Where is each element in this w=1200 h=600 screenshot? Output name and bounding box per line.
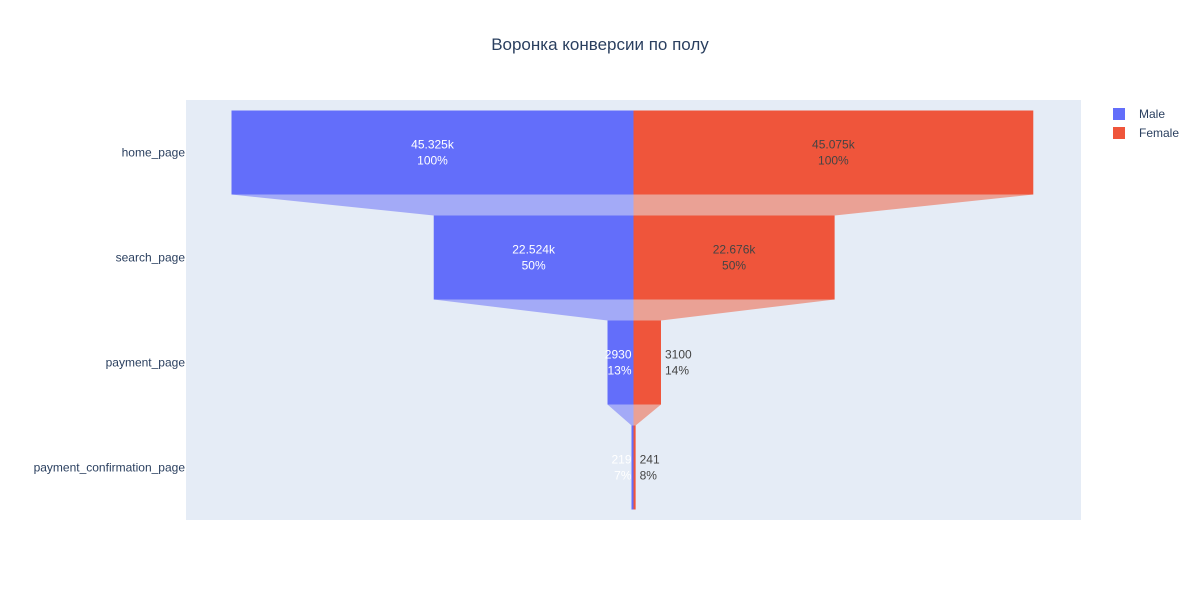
label-female-value-payment_page: 3100 (665, 348, 692, 362)
label-male-value-search_page: 22.524k (512, 243, 556, 257)
label-male-percent-payment_confirmation_page: 7% (614, 469, 632, 483)
labels-layer: 45.325k 100% 45.075k 100% 22.524k 50% 22.676k 5… (411, 138, 856, 483)
label-male-percent-payment_page: 13% (607, 364, 631, 378)
legend[interactable]: Male Female (1113, 107, 1179, 140)
label-male-percent-search_page: 50% (522, 259, 546, 273)
label-female-percent-search_page: 50% (722, 259, 746, 273)
legend-swatch-female[interactable] (1113, 127, 1125, 139)
connector-male-1 (433, 299, 634, 321)
y-tick-payment_confirmation_page: payment_confirmation_page (34, 461, 186, 475)
bar-male-home_page[interactable] (231, 110, 634, 195)
y-tick-home_page: home_page (122, 146, 186, 160)
bar-female-payment_confirmation_page[interactable] (633, 425, 636, 510)
bar-female-home_page[interactable] (633, 110, 1034, 195)
label-male-value-home_page: 45.325k (411, 138, 455, 152)
bar-female-search_page[interactable] (633, 215, 835, 300)
y-tick-payment_page: payment_page (106, 356, 186, 370)
connector-female-2 (633, 404, 661, 426)
label-female-value-search_page: 22.676k (713, 243, 757, 257)
label-male-value-payment_confirmation_page: 219 (611, 453, 631, 467)
connector-male-0 (231, 194, 634, 216)
legend-label-female[interactable]: Female (1139, 126, 1179, 140)
connector-male-2 (607, 404, 634, 426)
label-female-percent-payment_confirmation_page: 8% (640, 469, 658, 483)
bar-male-payment_page[interactable] (607, 320, 634, 405)
bar-female-payment_page[interactable] (633, 320, 661, 405)
connector-female-1 (633, 299, 835, 321)
connector-female-0 (633, 194, 1034, 216)
bar-male-search_page[interactable] (433, 215, 634, 300)
y-tick-search_page: search_page (116, 251, 186, 265)
legend-label-male[interactable]: Male (1139, 107, 1165, 121)
label-female-value-payment_confirmation_page: 241 (640, 453, 660, 467)
chart-title: Воронка конверсии по полу (491, 35, 709, 54)
label-male-value-payment_page: 2930 (605, 348, 632, 362)
label-female-percent-home_page: 100% (818, 154, 849, 168)
legend-swatch-male[interactable] (1113, 108, 1125, 120)
y-axis: home_page search_page payment_page payment_… (34, 146, 186, 475)
connectors-layer (231, 194, 1034, 426)
label-female-percent-payment_page: 14% (665, 364, 689, 378)
label-female-value-home_page: 45.075k (812, 138, 856, 152)
label-male-percent-home_page: 100% (417, 154, 448, 168)
bars-layer (231, 110, 1034, 510)
bar-male-payment_confirmation_page[interactable] (631, 425, 634, 510)
